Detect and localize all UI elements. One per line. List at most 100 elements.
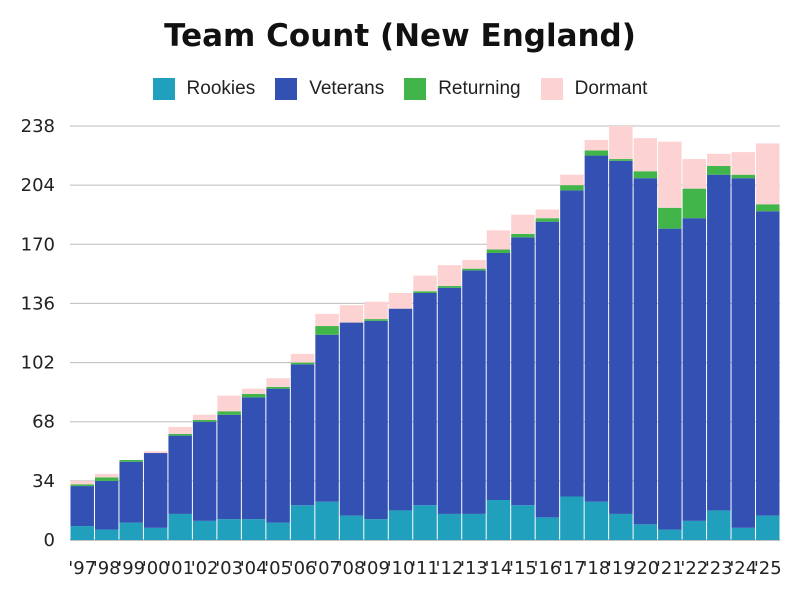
bar-veterans-1 [94, 480, 119, 530]
bar-veterans-16 [462, 270, 486, 514]
bar-veterans-14 [413, 292, 437, 506]
bar-rookies-3 [143, 527, 168, 540]
bar-veterans-9 [290, 364, 315, 506]
legend-item-rookies: Rookies [152, 78, 256, 100]
bar-rookies-7 [241, 519, 266, 540]
bar-rookies-2 [119, 522, 143, 540]
y-tick-label: 68 [32, 412, 55, 433]
x-tick-label: '97 [68, 558, 96, 579]
bar-dormant-14 [413, 275, 437, 292]
bar-rookies-20 [560, 496, 584, 540]
bar-dormant-7 [241, 388, 266, 394]
bar-rookies-14 [413, 505, 437, 540]
bar-dormant-21 [584, 139, 609, 151]
bar-rookies-21 [584, 501, 609, 540]
bar-returning-4 [168, 433, 192, 436]
bar-returning-26 [707, 166, 731, 175]
bar-rookies-17 [486, 499, 511, 540]
bar-rookies-9 [290, 505, 315, 540]
bar-veterans-17 [486, 252, 511, 500]
bar-returning-14 [413, 291, 437, 293]
bar-dormant-19 [535, 209, 560, 219]
bar-returning-2 [119, 459, 143, 462]
x-tick-label: '24 [729, 558, 757, 579]
bar-veterans-12 [364, 320, 388, 520]
y-tick-label: 170 [21, 234, 55, 255]
bar-veterans-15 [437, 287, 462, 514]
bar-veterans-0 [70, 486, 94, 527]
x-tick-label: '19 [607, 558, 635, 579]
legend-label: Veterans [309, 78, 385, 99]
bar-rookies-24 [658, 529, 682, 540]
x-tick-label: '20 [631, 558, 659, 579]
x-tick-label: '01 [166, 558, 194, 579]
legend-swatch [152, 78, 175, 100]
x-tick-label: '14 [485, 558, 513, 579]
bar-veterans-18 [511, 237, 535, 506]
bar-rookies-23 [633, 524, 658, 540]
bar-rookies-11 [339, 515, 364, 540]
bar-rookies-18 [511, 505, 535, 540]
x-tick-label: '12 [436, 558, 464, 579]
x-tick-label: '18 [582, 558, 610, 579]
bar-returning-1 [94, 477, 119, 481]
x-tick-label: '15 [509, 558, 537, 579]
bar-returning-19 [535, 218, 560, 222]
bar-dormant-11 [339, 305, 364, 323]
y-tick-label: 238 [21, 116, 55, 137]
bar-veterans-21 [584, 155, 609, 502]
x-tick-label: '03 [215, 558, 243, 579]
bar-returning-10 [315, 326, 339, 335]
bar-veterans-5 [192, 421, 217, 521]
bar-dormant-17 [486, 230, 511, 250]
bar-rookies-10 [315, 501, 339, 540]
bar-veterans-2 [119, 461, 143, 523]
bar-veterans-22 [609, 160, 633, 514]
bar-veterans-4 [168, 435, 192, 514]
bar-returning-0 [70, 484, 94, 487]
legend-item-dormant: Dormant [540, 78, 647, 100]
bar-returning-20 [560, 185, 584, 191]
bar-returning-22 [609, 159, 633, 161]
bar-veterans-25 [682, 218, 707, 521]
bar-dormant-27 [731, 152, 756, 175]
x-tick-label: '06 [289, 558, 317, 579]
bar-rookies-28 [756, 515, 780, 540]
x-tick-label: '05 [264, 558, 292, 579]
bar-returning-15 [437, 286, 462, 288]
x-tick-label: '25 [754, 558, 782, 579]
x-tick-label: '11 [411, 558, 439, 579]
bar-rookies-6 [217, 519, 241, 540]
legend-label: Rookies [186, 78, 256, 99]
bar-dormant-9 [290, 353, 315, 363]
bar-dormant-4 [168, 426, 192, 434]
bar-dormant-3 [143, 451, 168, 454]
legend-label: Returning [438, 78, 521, 99]
x-tick-label: '98 [93, 558, 121, 579]
bar-returning-23 [633, 171, 658, 179]
y-tick-label: 204 [21, 175, 55, 196]
bar-returning-18 [511, 233, 535, 238]
bar-dormant-25 [682, 159, 707, 189]
bar-dormant-5 [192, 414, 217, 420]
bar-dormant-22 [609, 126, 633, 160]
y-tick-label: 34 [32, 471, 55, 492]
bar-rookies-25 [682, 520, 707, 540]
bar-veterans-11 [339, 322, 364, 516]
x-tick-label: '09 [362, 558, 390, 579]
bar-veterans-10 [315, 334, 339, 502]
bar-veterans-27 [731, 178, 756, 528]
x-tick-label: '21 [656, 558, 684, 579]
x-tick-label: '16 [533, 558, 561, 579]
x-tick-label: '13 [460, 558, 488, 579]
bar-returning-16 [462, 268, 486, 271]
bar-veterans-20 [560, 190, 584, 497]
y-tick-label: 102 [21, 353, 55, 374]
bar-dormant-15 [437, 265, 462, 287]
bar-returning-28 [756, 204, 780, 212]
bar-dormant-1 [94, 473, 119, 478]
bar-rookies-12 [364, 519, 388, 540]
x-tick-label: '23 [705, 558, 733, 579]
bar-returning-9 [290, 362, 315, 365]
